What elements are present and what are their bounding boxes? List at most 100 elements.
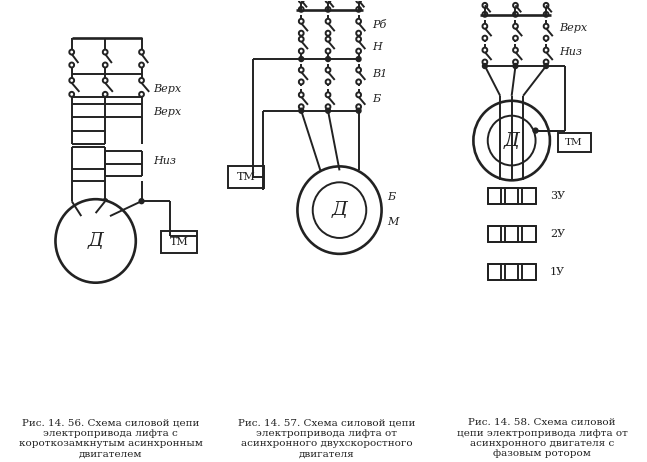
Circle shape (299, 19, 303, 24)
Circle shape (356, 19, 361, 24)
Circle shape (533, 128, 538, 133)
Circle shape (483, 63, 487, 68)
Text: Рис. 14. 57. Схема силовой цепи
электропривода лифта от
асинхронного двухскорост: Рис. 14. 57. Схема силовой цепи электроп… (238, 418, 415, 458)
Circle shape (356, 30, 361, 36)
Circle shape (69, 78, 74, 83)
Circle shape (299, 30, 303, 36)
Text: Верх: Верх (153, 84, 181, 94)
Circle shape (513, 60, 518, 65)
Text: 3У: 3У (550, 191, 565, 201)
Circle shape (299, 104, 303, 109)
Circle shape (356, 49, 361, 54)
Bar (522, 188, 536, 204)
Text: Н: Н (372, 42, 382, 52)
Circle shape (103, 62, 107, 67)
Circle shape (299, 49, 303, 54)
Circle shape (69, 92, 74, 97)
Circle shape (513, 12, 518, 17)
Bar (488, 264, 501, 280)
Circle shape (325, 0, 331, 3)
Text: Б: Б (372, 94, 380, 104)
Circle shape (356, 7, 361, 12)
Circle shape (356, 56, 361, 61)
Circle shape (483, 24, 487, 29)
Text: Верх: Верх (560, 23, 587, 33)
Text: Низ: Низ (560, 47, 582, 57)
Circle shape (299, 0, 303, 3)
Circle shape (356, 0, 361, 3)
Bar (522, 264, 536, 280)
Circle shape (474, 101, 550, 180)
Circle shape (325, 67, 331, 73)
Bar (488, 188, 501, 204)
Circle shape (543, 63, 549, 68)
Circle shape (356, 92, 361, 97)
Bar (160, 231, 197, 253)
Circle shape (356, 36, 361, 42)
Circle shape (69, 49, 74, 55)
Text: Б: Б (388, 192, 395, 202)
Circle shape (325, 79, 331, 85)
Circle shape (325, 36, 331, 42)
Text: Д: Д (504, 132, 520, 150)
Circle shape (483, 12, 487, 17)
Circle shape (513, 48, 518, 53)
Circle shape (298, 166, 382, 254)
Circle shape (488, 116, 536, 165)
Circle shape (139, 78, 144, 83)
Circle shape (139, 62, 144, 67)
Circle shape (299, 36, 303, 42)
Circle shape (325, 56, 331, 61)
Circle shape (543, 3, 549, 8)
Bar (228, 166, 264, 188)
Circle shape (139, 92, 144, 97)
Circle shape (69, 62, 74, 67)
Text: В1: В1 (372, 69, 388, 79)
Circle shape (103, 199, 107, 204)
Circle shape (513, 36, 518, 41)
Circle shape (356, 104, 361, 109)
Circle shape (543, 48, 549, 53)
Circle shape (103, 78, 107, 83)
Circle shape (139, 49, 144, 55)
Text: Верх: Верх (153, 107, 181, 117)
Circle shape (356, 108, 361, 113)
Bar (522, 226, 536, 242)
Circle shape (299, 7, 303, 12)
Circle shape (325, 7, 331, 12)
Circle shape (313, 182, 366, 238)
Circle shape (513, 63, 518, 68)
Bar (505, 264, 518, 280)
Circle shape (543, 24, 549, 29)
Text: ТМ: ТМ (236, 172, 255, 182)
Bar (505, 226, 518, 242)
Text: 2У: 2У (550, 229, 565, 239)
Circle shape (56, 199, 136, 283)
Text: ТМ: ТМ (565, 138, 583, 147)
Circle shape (483, 36, 487, 41)
Circle shape (299, 56, 303, 61)
Text: 1У: 1У (550, 267, 565, 277)
Circle shape (543, 36, 549, 41)
Circle shape (299, 92, 303, 97)
Circle shape (299, 79, 303, 85)
Circle shape (356, 79, 361, 85)
Circle shape (325, 108, 331, 113)
Text: Рис. 14. 58. Схема силовой
цепи электропривода лифта от
асинхронного двигателя с: Рис. 14. 58. Схема силовой цепи электроп… (457, 418, 628, 458)
Circle shape (325, 92, 331, 97)
Circle shape (356, 67, 361, 73)
Bar (488, 226, 501, 242)
Circle shape (543, 60, 549, 65)
Circle shape (483, 60, 487, 65)
Circle shape (325, 104, 331, 109)
Circle shape (299, 108, 303, 113)
Circle shape (103, 92, 107, 97)
Text: Низ: Низ (153, 157, 176, 166)
Bar (558, 133, 591, 152)
Text: ТМ: ТМ (170, 237, 188, 247)
Text: М: М (388, 217, 399, 227)
Circle shape (325, 49, 331, 54)
Circle shape (543, 12, 549, 17)
Circle shape (513, 3, 518, 8)
Text: Рис. 14. 56. Схема силовой цепи
электропривода лифта с
короткозамкнутым асинхрон: Рис. 14. 56. Схема силовой цепи электроп… (19, 418, 203, 458)
